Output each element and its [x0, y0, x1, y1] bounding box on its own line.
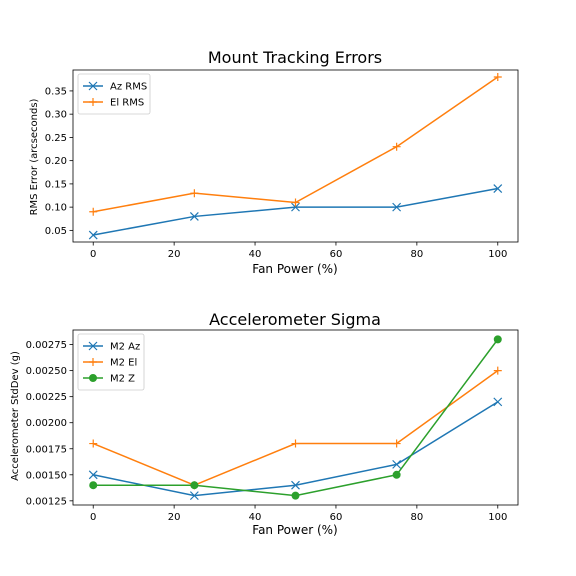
y-tick-label: 0.30: [45, 110, 67, 121]
data-point: [493, 72, 502, 81]
data-point: [291, 491, 300, 500]
data-point: [88, 470, 98, 480]
x-tick-label: 80: [410, 249, 423, 260]
data-point: [189, 212, 199, 221]
series-az-rms: [88, 184, 503, 240]
data-point: [493, 184, 503, 193]
data-point: [88, 341, 98, 351]
data-point: [89, 439, 98, 448]
x-axis-label: Fan Power (%): [252, 262, 337, 276]
x-axis-label: Fan Power (%): [252, 523, 337, 537]
y-tick-label: 0.00200: [26, 418, 67, 429]
chart-title: Mount Tracking Errors: [208, 48, 382, 67]
data-point: [392, 459, 402, 469]
legend-label: Az RMS: [110, 82, 147, 93]
y-tick-label: 0.15: [45, 179, 67, 190]
data-point: [189, 491, 199, 501]
x-tick-label: 100: [488, 249, 507, 260]
data-point: [392, 142, 401, 151]
series-el-rms: [89, 72, 502, 216]
data-point: [89, 207, 98, 216]
data-point: [493, 366, 502, 375]
data-point: [190, 189, 199, 198]
x-tick-label: 20: [168, 512, 181, 523]
plot-area: 0 20 40 60 80 100 0.05 0.10 0.15 0.20 0.25 0.30 0.35…: [45, 69, 519, 260]
x-tick-label: 40: [249, 512, 262, 523]
y-tick-label: 0.00250: [26, 366, 67, 377]
y-axis-label: RMS Error (arcseconds): [29, 98, 40, 215]
y-tick-label: 0.00175: [26, 444, 67, 455]
legend-label: M2 Az: [110, 342, 140, 353]
data-point: [392, 470, 401, 479]
data-point: [89, 481, 98, 490]
data-point: [88, 230, 98, 240]
legend-entry: M2 El: [83, 358, 137, 369]
axes-frame: [72, 69, 519, 243]
x-tick-label: 60: [330, 512, 343, 523]
data-point: [291, 439, 300, 448]
x-tick-label: 80: [410, 512, 423, 523]
data-point: [291, 198, 300, 207]
y-tick-label: 0.00275: [26, 340, 67, 351]
data-point: [291, 202, 300, 212]
y-tick-label: 0.35: [45, 86, 67, 97]
data-point: [88, 81, 98, 91]
data-point: [493, 397, 503, 407]
chart-accelerometer-sigma: Accelerometer Sigma 0 20 40 60 80 1000.001250…: [10, 310, 519, 537]
y-tick-label: 0.05: [45, 226, 67, 237]
legend-entry: Az RMS: [83, 82, 147, 93]
legend-entry: M2 Z: [83, 374, 135, 385]
y-tick-label: 0.20: [45, 156, 67, 167]
chart-mount-tracking-errors: Mount Tracking Errors 0 20 40 60 80 100 0.05 0.…: [29, 48, 519, 276]
x-tick-label: 40: [249, 249, 262, 260]
y-axis-label: Accelerometer StdDev (g): [10, 351, 21, 481]
legend-label: M2 El: [110, 358, 137, 369]
x-tick-label: 0: [90, 249, 96, 260]
data-point: [89, 358, 97, 366]
y-tick-label: 0.10: [45, 203, 67, 214]
legend: Az RMS El RMS: [77, 73, 151, 115]
series-m2-az: [88, 397, 503, 501]
legend-frame: [77, 73, 151, 115]
x-tick-label: 60: [330, 249, 343, 260]
y-tick-label: 0.00225: [26, 392, 67, 403]
y-tick-label: 0.00150: [26, 470, 67, 481]
data-point: [89, 374, 97, 382]
data-point: [190, 481, 199, 490]
x-tick-label: 100: [488, 512, 507, 523]
axes-frame: [72, 329, 519, 506]
legend-entry: El RMS: [83, 98, 144, 109]
data-point: [392, 202, 402, 212]
legend: M2 Az M2 El M2 Z: [77, 333, 145, 391]
x-tick-label: 20: [168, 249, 181, 260]
y-tick-label: 0.00125: [26, 496, 67, 507]
chart-title: Accelerometer Sigma: [209, 310, 381, 329]
x-tick-label: 0: [90, 512, 96, 523]
series-m2-z: [89, 335, 502, 500]
legend-label: M2 Z: [110, 374, 135, 385]
plot-area: 0 20 40 60 80 100 0.00125 0.00150 0.00175 0.00200…: [26, 329, 519, 523]
data-point: [89, 98, 97, 106]
data-point: [493, 335, 502, 344]
y-tick-label: 0.25: [45, 133, 67, 144]
data-point: [291, 480, 300, 490]
legend-label: El RMS: [110, 98, 144, 109]
data-point: [392, 439, 401, 448]
legend-entry: M2 Az: [83, 342, 140, 353]
